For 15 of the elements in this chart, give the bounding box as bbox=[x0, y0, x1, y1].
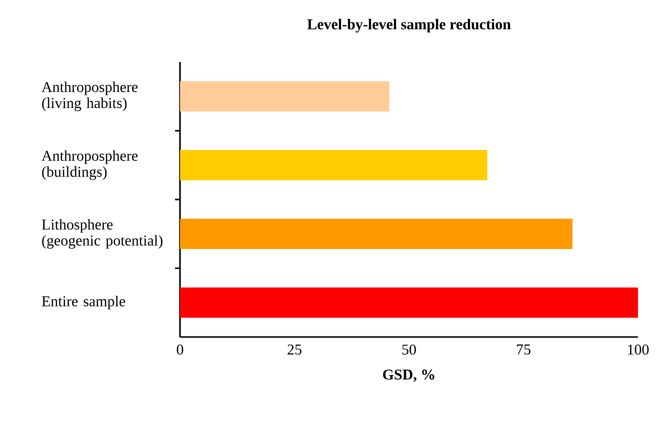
bar bbox=[180, 218, 573, 249]
x-tick-label: 75 bbox=[516, 344, 530, 354]
y-tick-label: Lithosphere (geogenic potential) bbox=[42, 219, 162, 249]
bar bbox=[180, 81, 390, 112]
x-axis-title: GSD, % bbox=[383, 370, 434, 382]
y-tick-label: Entire sample bbox=[42, 296, 126, 310]
bar bbox=[180, 150, 488, 180]
bar bbox=[180, 288, 638, 318]
x-tick-label: 0 bbox=[176, 344, 184, 355]
y-tick-label: Anthroposphere (buildings) bbox=[42, 150, 138, 180]
y-tick-label: Anthroposphere (living habits) bbox=[42, 82, 138, 112]
chart-title: Level-by-level sample reduction bbox=[307, 18, 511, 32]
x-tick-label: 25 bbox=[288, 344, 302, 355]
x-tick-label: 100 bbox=[628, 344, 649, 355]
x-tick-label: 50 bbox=[402, 344, 416, 355]
